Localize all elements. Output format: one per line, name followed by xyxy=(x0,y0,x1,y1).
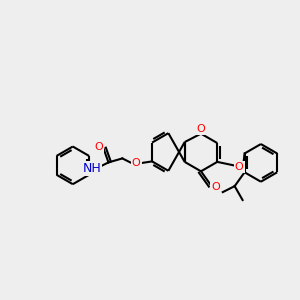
Text: O: O xyxy=(94,142,103,152)
Text: NH: NH xyxy=(82,162,101,175)
Text: O: O xyxy=(132,158,141,168)
Text: O: O xyxy=(212,182,220,192)
Text: O: O xyxy=(235,162,244,172)
Text: O: O xyxy=(196,124,206,134)
